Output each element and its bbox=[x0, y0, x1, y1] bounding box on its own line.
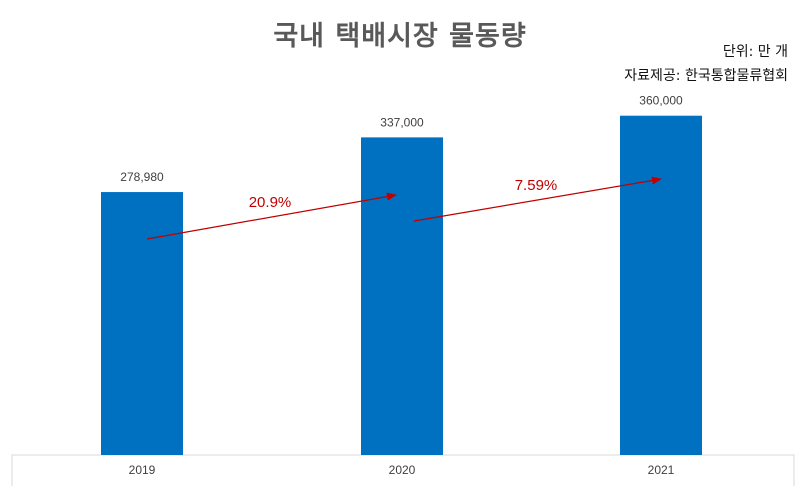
data-label-2019: 278,980 bbox=[120, 170, 164, 184]
growth-arrow-1 bbox=[146, 192, 397, 240]
bar-2020 bbox=[361, 137, 443, 455]
data-label-2020: 337,000 bbox=[380, 115, 424, 129]
growth-arrow-2 bbox=[413, 176, 662, 222]
x-tick-label-2020: 2020 bbox=[389, 463, 416, 477]
growth-label-2: 7.59% bbox=[515, 177, 558, 194]
x-tick-label-2021: 2021 bbox=[648, 463, 675, 477]
bar-2019 bbox=[101, 192, 183, 456]
bar-2021 bbox=[620, 115, 702, 455]
source-note: 자료제공: 한국통합물류협회 bbox=[624, 68, 788, 84]
chart-title: 국내 택배시장 물동량 bbox=[273, 21, 527, 52]
x-tick-label-2019: 2019 bbox=[129, 463, 156, 477]
growth-label-1: 20.9% bbox=[249, 194, 292, 211]
data-label-2021: 360,000 bbox=[639, 94, 683, 108]
unit-note: 단위: 만 개 bbox=[722, 44, 788, 60]
